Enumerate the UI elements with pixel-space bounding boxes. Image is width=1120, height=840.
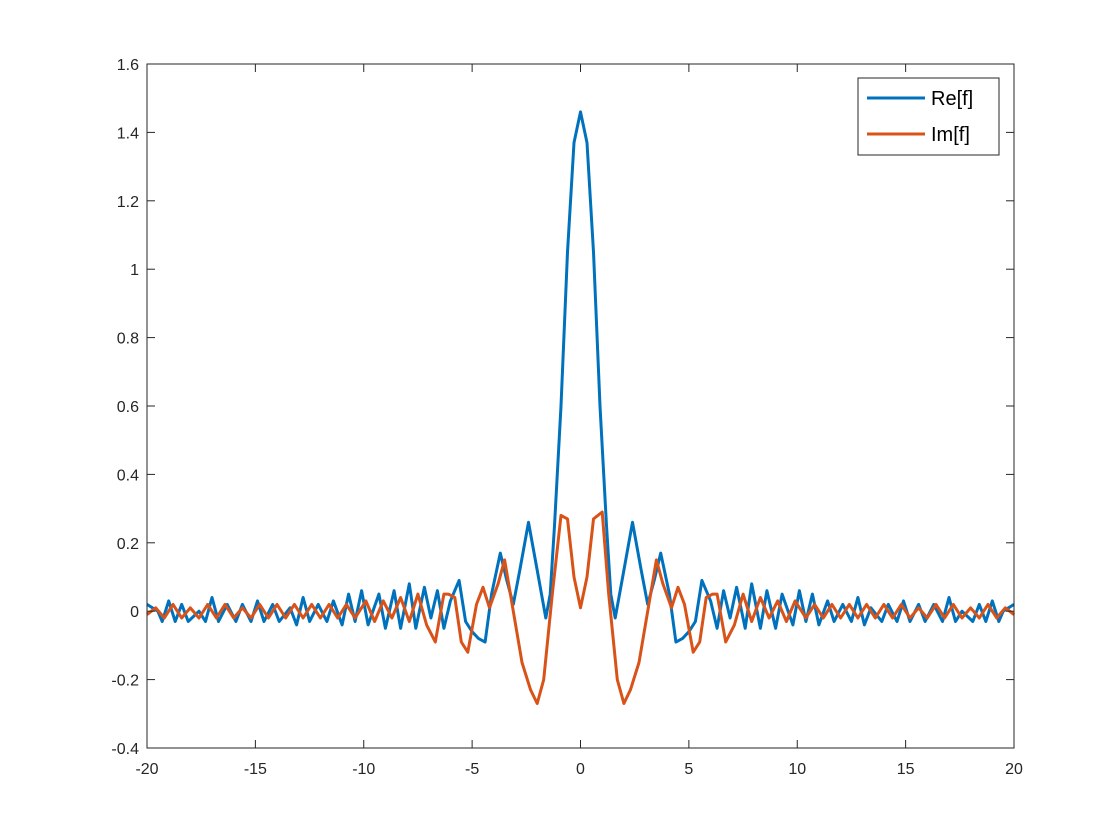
- x-tick-label: 0: [576, 761, 585, 778]
- y-tick-label: 1: [130, 262, 139, 279]
- legend-label-im: Im[f]: [931, 124, 970, 146]
- y-tick-label: 1.2: [117, 194, 139, 211]
- series-layer: [146, 110, 1015, 705]
- y-tick-label: 0.4: [117, 467, 139, 484]
- y-tick-label: 0.8: [117, 331, 139, 348]
- x-tick-label: -5: [465, 761, 479, 778]
- x-tick-label: 20: [1005, 761, 1023, 778]
- axes-background: [147, 64, 1014, 748]
- x-tick-label: -15: [244, 761, 267, 778]
- x-tick-label: 10: [788, 761, 806, 778]
- x-tick-label: -20: [135, 761, 158, 778]
- y-tick-label: 0.6: [117, 399, 139, 416]
- legend-label-re: Re[f]: [931, 88, 973, 110]
- x-tick-label: 15: [897, 761, 915, 778]
- legend-box: [857, 77, 1000, 156]
- x-tick-label: -10: [352, 761, 375, 778]
- series-line-re: [146, 110, 1015, 644]
- ticks-layer: -20 -15 -10 -5 0 5 10 15 20 -0.4 -0.2 0 0.2 0.4 0.6 0.8…: [111, 57, 1023, 778]
- y-tick-label: 0: [130, 604, 139, 621]
- y-tick-label: -0.4: [111, 741, 139, 758]
- series-line-im: [146, 510, 1015, 705]
- y-tick-label: 1.6: [117, 57, 139, 74]
- legend[interactable]: Re[f] Im[f]: [857, 77, 1000, 156]
- plot-area: -20 -15 -10 -5 0 5 10 15 20 -0.4 -0.2 0 0.2 0.4 0.6 0.8…: [111, 57, 1023, 778]
- y-tick-label: 1.4: [117, 125, 139, 142]
- x-tick-label: 5: [684, 761, 693, 778]
- y-tick-label: -0.2: [111, 673, 139, 690]
- y-tick-label: 0.2: [117, 536, 139, 553]
- axes-box: [146, 63, 1015, 749]
